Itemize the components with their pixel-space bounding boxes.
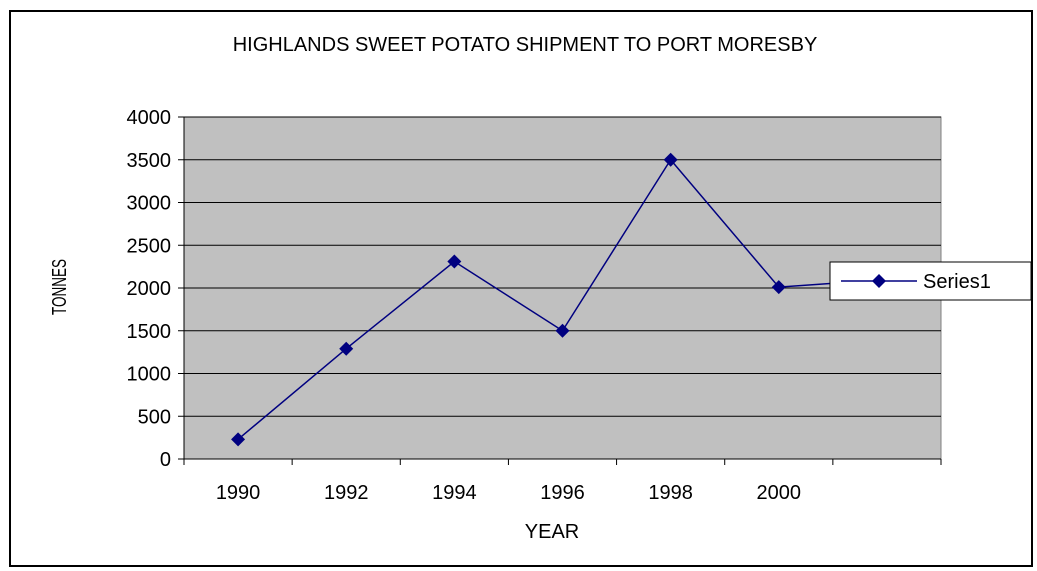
x-tick-label: 1998	[648, 482, 693, 504]
y-tick-label: 1000	[127, 364, 172, 386]
chart-title: HIGHLANDS SWEET POTATO SHIPMENT TO PORT …	[233, 34, 818, 56]
y-axis-label: TONNES	[49, 259, 71, 315]
x-tick-label: 1994	[432, 482, 477, 504]
legend-label: Series1	[923, 271, 991, 293]
legend: Series1	[829, 261, 1032, 301]
y-tick-label: 0	[160, 449, 171, 471]
x-tick-label: 1992	[324, 482, 369, 504]
legend-marker	[872, 274, 886, 288]
y-tick-label: 3500	[127, 150, 172, 172]
y-tick-label: 1500	[127, 321, 172, 343]
y-tick-label: 500	[138, 406, 171, 428]
data-point-marker	[555, 323, 570, 338]
series-layer	[231, 152, 887, 447]
y-tick-label: 2500	[127, 235, 172, 257]
data-point-marker	[447, 254, 462, 269]
data-point-marker	[339, 341, 354, 356]
x-axis-label: YEAR	[525, 521, 579, 543]
x-tick-label: 1990	[216, 482, 261, 504]
y-tick-label: 3000	[127, 193, 172, 215]
x-axis-ticks: 1990 1992 1994 1996 1998 2000	[183, 459, 942, 504]
data-point-marker	[663, 152, 678, 167]
y-axis-ticks: 0 500 1000 1500 2000 2500 3000 3500 4000	[127, 107, 184, 471]
y-tick-label: 2000	[127, 278, 172, 300]
x-tick-label: 1996	[540, 482, 585, 504]
data-point-marker	[231, 432, 246, 447]
data-point-marker	[771, 280, 786, 295]
x-tick-label: 2000	[757, 482, 802, 504]
y-tick-label: 4000	[127, 107, 172, 129]
